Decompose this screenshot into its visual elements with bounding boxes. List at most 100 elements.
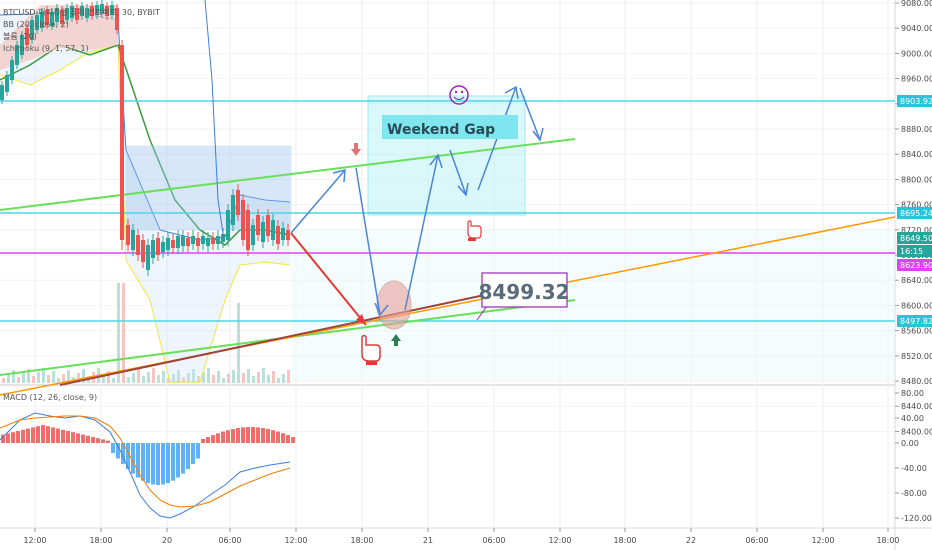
candle-body (191, 236, 195, 244)
candle-body (80, 6, 84, 16)
macd-histogram-bar (211, 435, 215, 443)
volume-bar (127, 377, 130, 383)
price-callout-pointer (476, 305, 488, 321)
price-tag-bg (897, 259, 932, 271)
candle-body (271, 220, 275, 240)
volume-bar (207, 368, 210, 383)
volume-bar (217, 371, 220, 383)
macd-histogram-bar (146, 443, 150, 484)
candle-body (221, 234, 225, 242)
macd-histogram (1, 425, 295, 485)
volume-bar (247, 369, 250, 383)
candle-body (261, 222, 265, 242)
macd-histogram-bar (206, 437, 210, 443)
macd-histogram-bar (266, 428, 270, 443)
price-tick-label: 8880.00 (901, 125, 932, 134)
candle-body (50, 12, 54, 26)
volume-bar (172, 374, 175, 383)
time-tick-label: 21 (423, 536, 433, 545)
volume-bar (187, 373, 190, 383)
price-tag-bg (897, 315, 932, 327)
time-tick-label: 06:00 (482, 536, 505, 545)
macd-histogram-bar (41, 425, 45, 443)
volume-bar (192, 369, 195, 383)
price-tag-bg (897, 245, 932, 257)
legend-indicator-volume: 볼륨 (20) (3, 31, 37, 41)
candle-body (211, 238, 215, 244)
volume-bar (122, 283, 125, 383)
macd-histogram-bar (111, 443, 115, 453)
macd-histogram-bar (56, 428, 60, 443)
volume-bar (262, 368, 265, 383)
volume-bar (137, 369, 140, 383)
blue-projection-path-4 (449, 149, 467, 196)
macd-histogram-bar (126, 443, 130, 469)
candle-body (156, 238, 160, 255)
time-tick-label: 12:00 (811, 536, 834, 545)
macd-histogram-bar (181, 443, 185, 474)
candle-body (20, 35, 24, 55)
candle-body (226, 210, 230, 240)
candle-body (286, 230, 290, 240)
volume-bar (242, 373, 245, 383)
red-path-arrow (290, 232, 367, 326)
macd-histogram-bar (61, 429, 65, 443)
legend-symbol: BTCUSD 퍼피츄얼 퓨쳐 컨트랙트, 30, BYBIT (3, 7, 160, 17)
macd-histogram-bar (121, 443, 125, 464)
blue-projection-path-2 (355, 167, 381, 316)
price-tick-label: 8840.00 (901, 150, 932, 159)
blue-projection-arrowhead-1 (332, 169, 346, 183)
candle-body (181, 236, 185, 246)
macd-tick-label: 0.00 (901, 439, 919, 448)
price-tick-label: 8400.00 (901, 427, 932, 436)
macd-histogram-bar (136, 443, 140, 478)
macd-histogram-bar (276, 431, 280, 443)
volume-bar (52, 371, 55, 383)
volume-bar (37, 372, 40, 383)
candle-body (266, 215, 270, 236)
macd-tick-label: 80.00 (901, 389, 924, 398)
smiley-icon (449, 85, 469, 105)
macd-histogram-bar (86, 435, 90, 443)
price-tick-label: 9080.00 (901, 0, 932, 8)
volume-bar (82, 369, 85, 383)
price-tick-label: 9040.00 (901, 24, 932, 33)
candle-body (246, 210, 250, 250)
candle-body (236, 190, 240, 215)
macd-tick-label: -80.00 (901, 489, 927, 498)
candle-body (95, 5, 99, 15)
candle-body (216, 236, 220, 244)
candle-body (45, 10, 49, 25)
price-callout-value: 8499.32 (478, 280, 569, 304)
candle-body (231, 195, 235, 225)
price-tags: 8903.92 8695.24 8649.50 16:15 8623.90 8497.82 (897, 95, 932, 327)
macd-histogram-bar (96, 438, 100, 443)
volume-bar (277, 378, 280, 383)
candle-body (151, 240, 155, 258)
pointing-hand-icon-upper (467, 220, 482, 241)
price-tag-label: 8903.92 (900, 97, 932, 106)
blue-projection-path (290, 169, 346, 234)
price-tick-label: 8480.00 (901, 377, 932, 386)
candle-body (136, 235, 140, 255)
macd-histogram-bar (106, 440, 110, 443)
macd-histogram-bar (246, 427, 250, 443)
support-highlight-circle (376, 280, 412, 330)
time-tick-label: 18:00 (876, 536, 899, 545)
time-axis: 12:00 18:00 20 06:00 12:00 18:00 21 06:00 12:00 1… (23, 528, 900, 545)
candle-body (251, 225, 255, 245)
macd-histogram-bar (21, 429, 25, 443)
blue-projection-arrowhead-2 (374, 302, 389, 317)
macd-histogram-bar (191, 443, 195, 464)
blue-projection-arrowhead-6 (532, 127, 544, 142)
weekend-gap-label-box (382, 115, 518, 139)
macd-histogram-bar (271, 430, 275, 443)
volume-bar (227, 374, 230, 383)
blue-projection-arrowhead-3 (429, 153, 443, 169)
pointing-hand-icon-lower (361, 334, 381, 365)
volume-bar (57, 378, 60, 383)
price-tick-label: 8520.00 (901, 352, 932, 361)
candle-body (115, 8, 119, 30)
candle-body (161, 242, 165, 252)
bollinger-fill (0, 12, 290, 382)
